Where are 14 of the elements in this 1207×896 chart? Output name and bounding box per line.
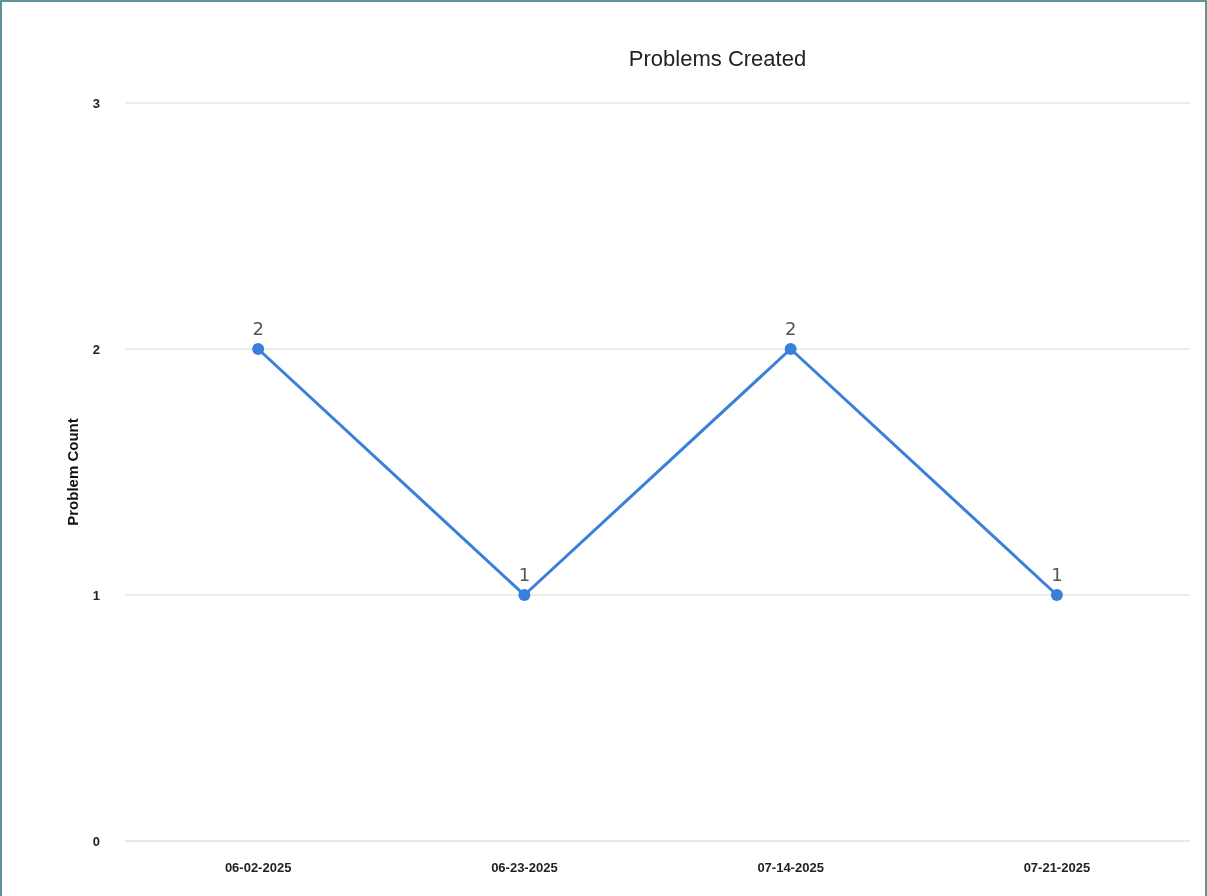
x-tick-label: 07-14-2025 bbox=[757, 860, 824, 875]
x-tick-label: 06-02-2025 bbox=[224, 860, 292, 875]
x-tick-label: 07-21-2025 bbox=[1023, 860, 1091, 875]
data-label: 2 bbox=[252, 318, 264, 339]
data-label: 1 bbox=[1051, 564, 1063, 585]
x-tick-label: 06-23-2025 bbox=[491, 860, 558, 875]
data-label: 1 bbox=[518, 564, 531, 585]
y-tick-label: 0 bbox=[92, 833, 100, 849]
chart-title: Problems Created bbox=[628, 46, 807, 71]
data-label: 2 bbox=[784, 318, 797, 339]
y-tick-label: 1 bbox=[92, 587, 100, 603]
y-axis-title: Problem Count bbox=[64, 418, 81, 526]
y-tick-label: 3 bbox=[92, 95, 100, 111]
y-tick-label: 2 bbox=[92, 341, 100, 357]
